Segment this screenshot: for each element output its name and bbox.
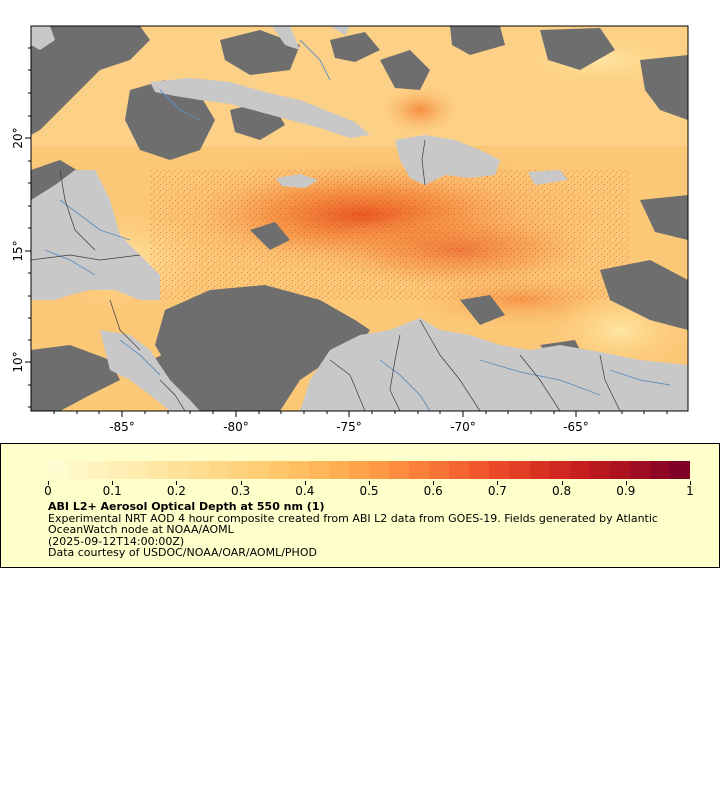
- colorbar-segment: [509, 461, 530, 479]
- colorbar-segment: [469, 461, 490, 479]
- colorbar-segment: [369, 461, 390, 479]
- colorbar-segment: [288, 461, 309, 479]
- colorbar-segment: [168, 461, 189, 479]
- lon-label-75: -75°: [336, 420, 362, 434]
- colorbar-tick: [369, 481, 370, 485]
- colorbar-segment: [609, 461, 630, 479]
- latitude-ticks: [25, 47, 31, 408]
- colorbar-tick: [690, 481, 691, 485]
- colorbar-tick: [48, 481, 49, 485]
- lat-label-15: 15°: [11, 240, 25, 261]
- colorbar-tick-label: 0.1: [102, 484, 122, 498]
- land-masses: [31, 26, 688, 411]
- legend-title: ABI L2+ Aerosol Optical Depth at 550 nm …: [48, 500, 325, 513]
- colorbar-tick: [625, 481, 627, 485]
- legend-credit: Data courtesy of USDOC/NOAA/OAR/AOML/PHO…: [48, 546, 317, 559]
- lon-label-70: -70°: [450, 420, 476, 434]
- colorbar-segment: [348, 461, 369, 479]
- colorbar-segment: [308, 461, 329, 479]
- colorbar-tick: [304, 481, 306, 485]
- map-layers: [31, 26, 688, 411]
- lon-label-85: -85°: [109, 420, 135, 434]
- colorbar-segment: [68, 461, 89, 479]
- colorbar-segment: [429, 461, 450, 479]
- colorbar-tick-label: 0.3: [231, 484, 251, 498]
- colorbar-tick: [240, 481, 242, 485]
- legend-description: Experimental NRT AOD 4 hour composite cr…: [48, 511, 658, 536]
- map-panel: 20° 15° 10° -85° -80° -75° -70° -65°: [11, 25, 689, 434]
- lat-label-20: 20°: [11, 127, 25, 148]
- colorbar-segment: [569, 461, 590, 479]
- colorbar-tick: [112, 481, 114, 485]
- colorbar-segment: [549, 461, 570, 479]
- colorbar: [48, 461, 690, 479]
- map-border: [30, 25, 689, 412]
- legend-text: ABI L2+ Aerosol Optical Depth at 550 nm …: [48, 501, 708, 559]
- colorbar-tick-label: 0.7: [487, 484, 507, 498]
- colorbar-segment: [268, 461, 289, 479]
- colorbar-tick-label: 0.4: [295, 484, 315, 498]
- colorbar-segment: [328, 461, 349, 479]
- colorbar-segment: [128, 461, 149, 479]
- rivers: [44, 39, 671, 411]
- colorbar-segment: [489, 461, 510, 479]
- colorbar-segment: [148, 461, 169, 479]
- lon-label-65: -65°: [563, 420, 589, 434]
- colorbar-segment: [228, 461, 249, 479]
- country-borders: [31, 139, 621, 411]
- colorbar-segment: [208, 461, 229, 479]
- colorbar-segment: [248, 461, 269, 479]
- colorbar-segment: [108, 461, 129, 479]
- longitude-ticks: [53, 411, 668, 417]
- colorbar-segment: [88, 461, 109, 479]
- colorbar-tick: [176, 481, 178, 485]
- colorbar-tick-label: 0: [44, 484, 52, 498]
- colorbar-segment: [629, 461, 650, 479]
- colorbar-tick-label: 0.8: [552, 484, 572, 498]
- colorbar-tick: [497, 481, 499, 485]
- colorbar-segment: [529, 461, 550, 479]
- colorbar-segment: [449, 461, 470, 479]
- colorbar-ticks: 0 0.1 0.2 0.3 0.4 0.5 0.6 0.7 0.8 0.9 1: [44, 481, 694, 501]
- colorbar-tick-label: 1: [686, 484, 694, 498]
- colorbar-tick-label: 0.2: [166, 484, 186, 498]
- legend-panel: 0 0.1 0.2 0.3 0.4 0.5 0.6 0.7 0.8 0.9 1 ABI L2+ Ae…: [0, 443, 720, 568]
- colorbar-tick: [561, 481, 563, 485]
- colorbar-segment: [669, 461, 690, 479]
- colorbar-tick: [433, 481, 435, 485]
- colorbar-tick-label: 0.9: [616, 484, 636, 498]
- colorbar-segment: [649, 461, 670, 479]
- colorbar-segment: [389, 461, 410, 479]
- colorbar-segment: [589, 461, 610, 479]
- legend-time: (2025-09-12T14:00:00Z): [48, 534, 185, 548]
- lon-label-80: -80°: [223, 420, 249, 434]
- lat-label-10: 10°: [11, 351, 25, 372]
- colorbar-segment: [188, 461, 209, 479]
- colorbar-tick-label: 0.5: [359, 484, 379, 498]
- colorbar-tick-label: 0.6: [423, 484, 443, 498]
- colorbar-segment: [409, 461, 430, 479]
- aod-map: 20° 15° 10° -85° -80° -75° -70° -65°: [11, 25, 689, 434]
- colorbar-segment: [48, 461, 69, 479]
